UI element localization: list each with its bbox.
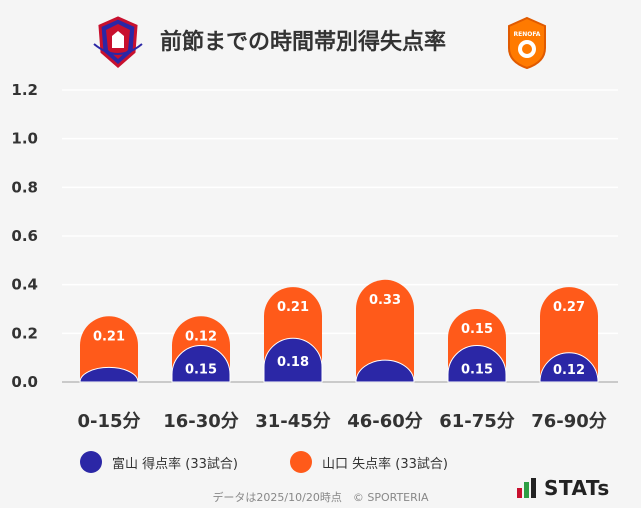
y-tick-label: 0.2 [11, 324, 38, 342]
x-tick-label: 46-60分 [347, 411, 423, 432]
data-label-away: 0.12 [185, 329, 217, 344]
bar-home [447, 345, 507, 383]
data-label-away: 0.27 [553, 300, 585, 315]
legend-home-dot-icon [80, 451, 102, 473]
data-label-home: 0.15 [185, 363, 217, 378]
stats-bars-icon [517, 478, 536, 498]
legend-item-away: 山口 失点率 (33試合) [290, 450, 448, 474]
data-label-away: 0.33 [369, 293, 401, 308]
y-tick-label: 1.2 [11, 81, 38, 99]
x-tick-label: 76-90分 [531, 411, 607, 432]
y-tick-label: 0.6 [11, 227, 38, 245]
chart-title: 前節までの時間帯別得失点率 [160, 30, 447, 55]
bar-away [356, 279, 414, 382]
x-tick-label: 16-30分 [163, 411, 239, 432]
stats-logo: STATs [517, 476, 610, 500]
bar-home [539, 352, 599, 383]
stats-brand-text: STATs [544, 476, 610, 500]
data-label-home: 0.18 [277, 355, 309, 370]
y-tick-label: 0.0 [11, 373, 38, 391]
legend-home-label: 富山 得点率 (33試合) [112, 456, 238, 472]
home-team-crest-icon [93, 16, 143, 68]
x-tick-label: 61-75分 [439, 411, 515, 432]
y-tick-label: 0.4 [11, 276, 38, 294]
legend-away-dot-icon [290, 451, 312, 473]
data-label-away: 0.15 [461, 322, 493, 337]
x-tick-label: 31-45分 [255, 411, 331, 432]
bar-away [80, 316, 138, 382]
data-label-away: 0.21 [277, 300, 309, 315]
away-crest-text: RENOFA [514, 31, 541, 38]
data-label-home: 0.12 [553, 363, 585, 378]
data-label-away: 0.21 [93, 329, 125, 344]
bar-home [355, 359, 415, 383]
footer-credit: データは2025/10/20時点 © SPORTERIA [212, 491, 429, 504]
bar-home [171, 345, 231, 383]
bar-chart: 0.21 0.12 0.15 0.21 0.18 0.33 0.15 0.15 0.27 0.12… [11, 81, 618, 432]
legend-item-home: 富山 得点率 (33試合) [80, 450, 238, 474]
bar-home [79, 366, 139, 383]
x-tick-label: 0-15分 [77, 411, 140, 432]
legend-away-label: 山口 失点率 (33試合) [322, 456, 448, 472]
data-label-home: 0.15 [461, 363, 493, 378]
bar-home [263, 337, 323, 383]
y-tick-label: 1.0 [11, 130, 38, 148]
away-team-crest-icon: RENOFA [508, 16, 546, 70]
y-tick-label: 0.8 [11, 178, 38, 196]
